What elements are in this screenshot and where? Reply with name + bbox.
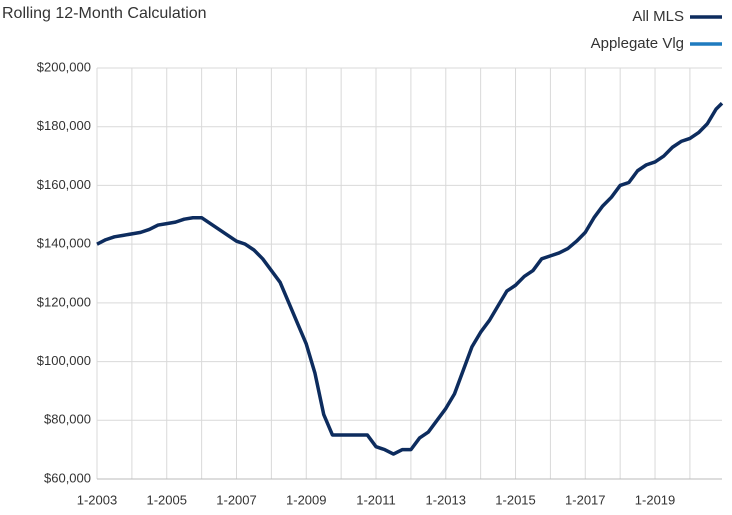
y-tick-label: $180,000 xyxy=(37,118,91,133)
y-tick-label: $120,000 xyxy=(37,294,91,309)
chart-title: Rolling 12-Month Calculation xyxy=(2,5,207,22)
y-tick-label: $140,000 xyxy=(37,236,91,251)
y-tick-label: $100,000 xyxy=(37,353,91,368)
x-tick-label: 1-2005 xyxy=(147,492,187,507)
x-tick-label: 1-2017 xyxy=(565,492,605,507)
x-tick-label: 1-2009 xyxy=(286,492,326,507)
x-tick-label: 1-2003 xyxy=(77,492,117,507)
y-tick-label: $200,000 xyxy=(37,59,91,74)
series-line xyxy=(96,101,724,456)
y-tick-label: $80,000 xyxy=(44,412,91,427)
x-tick-label: 1-2015 xyxy=(495,492,535,507)
legend-label: Applegate Vlg xyxy=(591,35,684,52)
x-tick-label: 1-2011 xyxy=(356,492,396,507)
x-tick-label: 1-2013 xyxy=(426,492,466,507)
x-tick-label: 1-2019 xyxy=(635,492,675,507)
y-tick-label: $60,000 xyxy=(44,470,91,485)
legend-label: All MLS xyxy=(632,8,684,25)
x-tick-label: 1-2007 xyxy=(216,492,256,507)
y-tick-label: $160,000 xyxy=(37,177,91,192)
